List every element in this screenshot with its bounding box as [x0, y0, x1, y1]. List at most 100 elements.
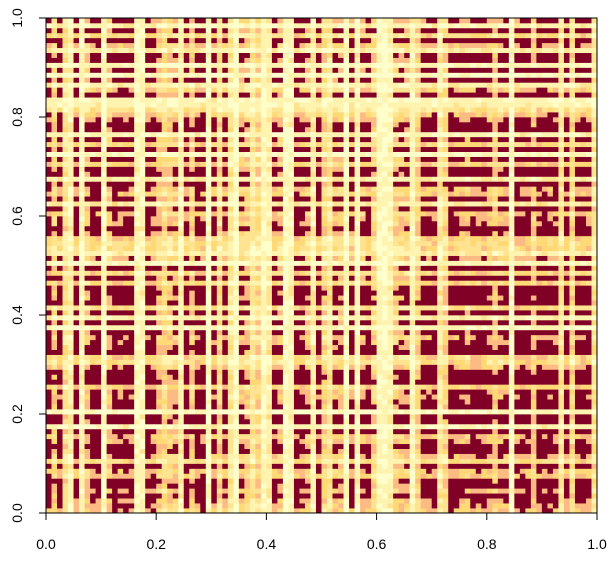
heatmap-cell — [547, 468, 554, 474]
heatmap-cell — [79, 300, 85, 306]
heatmap-cell — [519, 418, 526, 425]
heatmap-cell — [426, 473, 433, 479]
heatmap-cell — [585, 478, 592, 484]
heatmap-cell — [404, 438, 411, 445]
heatmap-cell — [387, 483, 394, 489]
heatmap-cell — [536, 359, 543, 365]
heatmap-cell — [73, 493, 80, 499]
heatmap-cell — [161, 463, 168, 469]
heatmap-cells — [46, 18, 598, 514]
heatmap-cell — [580, 359, 587, 365]
heatmap-cell — [420, 458, 427, 464]
heatmap-cell — [426, 423, 433, 430]
heatmap-cell — [106, 265, 113, 271]
heatmap-cell — [514, 280, 521, 286]
heatmap-cell — [288, 310, 295, 316]
heatmap-cell — [84, 354, 91, 360]
heatmap-cell — [46, 275, 52, 281]
heatmap-cell — [569, 488, 576, 494]
heatmap-cell — [123, 389, 129, 395]
heatmap-cell — [475, 359, 482, 365]
heatmap-cell — [349, 473, 355, 479]
heatmap-cell — [128, 473, 135, 479]
heatmap-cell — [216, 399, 223, 405]
heatmap-cell — [514, 305, 521, 311]
heatmap-cell — [327, 443, 333, 449]
heatmap-cell — [178, 310, 185, 316]
heatmap-cell — [139, 463, 146, 469]
heatmap-cell — [84, 329, 91, 336]
heatmap-cell — [492, 508, 499, 514]
heatmap-cell — [569, 290, 576, 296]
heatmap-cell — [530, 414, 537, 420]
heatmap-cell — [156, 280, 163, 286]
heatmap-cell — [238, 473, 245, 479]
heatmap-cell — [310, 275, 317, 281]
heatmap-cell — [437, 498, 444, 504]
heatmap-cell — [431, 414, 438, 420]
heatmap-cell — [343, 339, 350, 346]
heatmap-cell — [128, 458, 135, 464]
heatmap-cell — [112, 423, 118, 430]
heatmap-cell — [437, 389, 444, 395]
heatmap-cell — [194, 409, 201, 415]
heatmap-cell — [332, 295, 339, 301]
heatmap-cell — [145, 404, 152, 410]
heatmap-cell — [415, 290, 422, 296]
heatmap-cell — [117, 409, 124, 415]
heatmap-cell — [371, 468, 377, 474]
heatmap-cell — [580, 483, 587, 489]
heatmap-cell — [398, 478, 405, 484]
heatmap-cell — [503, 374, 510, 380]
heatmap-cell — [216, 468, 223, 474]
heatmap-cell — [437, 349, 444, 355]
heatmap-cell — [409, 428, 416, 435]
heatmap-cell — [393, 423, 399, 430]
heatmap-cell — [117, 329, 124, 336]
heatmap-cell — [547, 409, 554, 415]
heatmap-cell — [387, 404, 394, 410]
heatmap-cell — [558, 315, 565, 321]
heatmap-cell — [475, 265, 482, 271]
heatmap-cell — [57, 493, 63, 499]
heatmap-cell — [415, 379, 422, 385]
heatmap-cell — [409, 438, 416, 445]
heatmap-cell — [426, 463, 433, 469]
heatmap-cell — [492, 428, 499, 435]
heatmap-cell — [453, 275, 460, 281]
heatmap-cell — [338, 275, 344, 281]
heatmap-cell — [266, 349, 273, 355]
heatmap-cell — [145, 478, 152, 484]
heatmap-cell — [112, 324, 118, 331]
heatmap-cell — [547, 290, 554, 296]
heatmap-cell — [299, 458, 306, 464]
heatmap-cell — [327, 369, 333, 375]
heatmap-cell — [90, 483, 96, 489]
heatmap-cell — [79, 374, 85, 380]
heatmap-cell — [398, 483, 405, 489]
heatmap-cell — [139, 324, 146, 331]
heatmap-cell — [117, 418, 124, 425]
heatmap-cell — [387, 315, 394, 321]
heatmap-cell — [481, 374, 488, 380]
heatmap-cell — [508, 310, 515, 316]
heatmap-cell — [293, 463, 300, 469]
heatmap-cell — [315, 285, 322, 291]
heatmap-cell — [409, 399, 416, 405]
heatmap-cell — [315, 374, 322, 380]
heatmap-cell — [62, 399, 69, 405]
heatmap-cell — [46, 399, 52, 405]
heatmap-cell — [145, 409, 152, 415]
heatmap-cell — [486, 423, 493, 430]
heatmap-cell — [525, 438, 532, 445]
heatmap-cell — [178, 359, 185, 365]
heatmap-cell — [282, 453, 289, 459]
heatmap-cell — [310, 369, 317, 375]
heatmap-cell — [123, 404, 129, 410]
heatmap-cell — [431, 270, 438, 276]
heatmap-cell — [398, 433, 405, 440]
heatmap-cell — [106, 404, 113, 410]
heatmap-cell — [101, 488, 107, 494]
heatmap-cell — [475, 503, 482, 509]
heatmap-cell — [205, 508, 212, 514]
